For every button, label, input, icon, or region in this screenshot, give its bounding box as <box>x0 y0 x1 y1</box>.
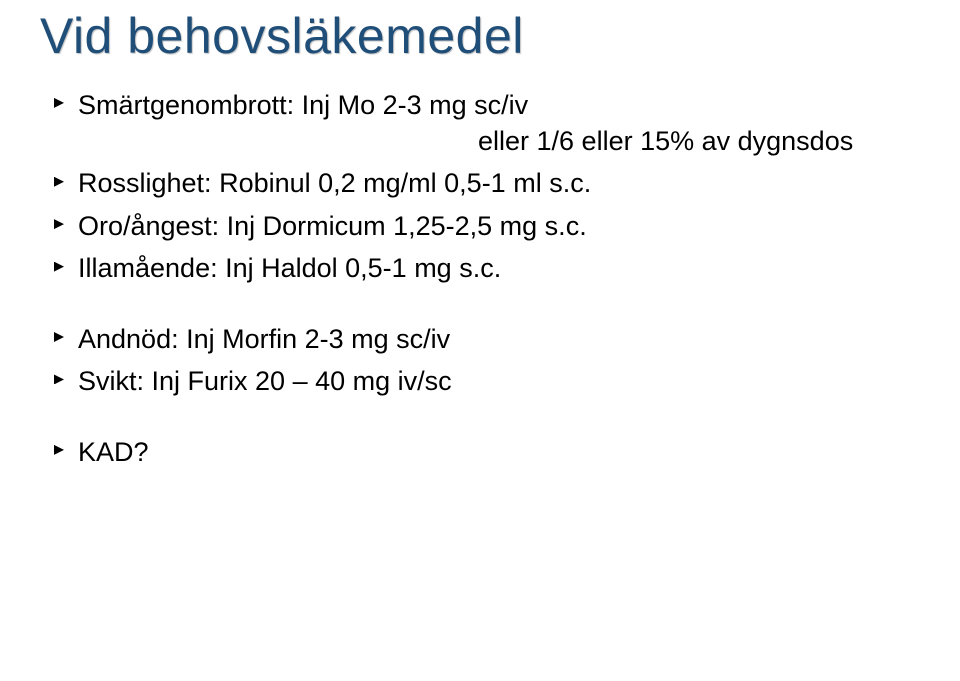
list-item: Smärtgenombrott: Inj Mo 2-3 mg sc/iv ell… <box>54 87 920 160</box>
bullet-text: Illamående: Inj Haldol 0,5-1 mg s.c. <box>78 253 501 283</box>
list-item: Svikt: Inj Furix 20 – 40 mg iv/sc <box>54 363 920 399</box>
spacer <box>40 406 920 434</box>
bullet-text: Svikt: Inj Furix 20 – 40 mg iv/sc <box>78 366 452 396</box>
list-item: Illamående: Inj Haldol 0,5-1 mg s.c. <box>54 250 920 286</box>
bullet-text: Oro/ångest: Inj Dormicum 1,25-2,5 mg s.c… <box>78 211 587 241</box>
list-item: KAD? <box>54 434 920 470</box>
bullet-text: Rosslighet: Robinul 0,2 mg/ml 0,5-1 ml s… <box>78 168 591 198</box>
bullet-list-2: Andnöd: Inj Morfin 2-3 mg sc/iv Svikt: I… <box>40 321 920 400</box>
list-item: Rosslighet: Robinul 0,2 mg/ml 0,5-1 ml s… <box>54 165 920 201</box>
slide-title-text: Vid behovsläkemedel <box>40 8 524 64</box>
bullet-text-line1: Smärtgenombrott: Inj Mo 2-3 mg sc/iv <box>78 90 528 120</box>
bullet-list-3: KAD? <box>40 434 920 470</box>
spacer <box>40 293 920 321</box>
bullet-list: Smärtgenombrott: Inj Mo 2-3 mg sc/iv ell… <box>40 87 920 287</box>
slide-title: Vid behovsläkemedel <box>40 10 920 63</box>
bullet-text: Andnöd: Inj Morfin 2-3 mg sc/iv <box>78 324 450 354</box>
bullet-text-line2: eller 1/6 eller 15% av dygnsdos <box>78 123 920 159</box>
slide: Vid behovsläkemedel Smärtgenombrott: Inj… <box>0 0 960 681</box>
list-item: Oro/ångest: Inj Dormicum 1,25-2,5 mg s.c… <box>54 208 920 244</box>
list-item: Andnöd: Inj Morfin 2-3 mg sc/iv <box>54 321 920 357</box>
bullet-text: KAD? <box>78 437 149 467</box>
